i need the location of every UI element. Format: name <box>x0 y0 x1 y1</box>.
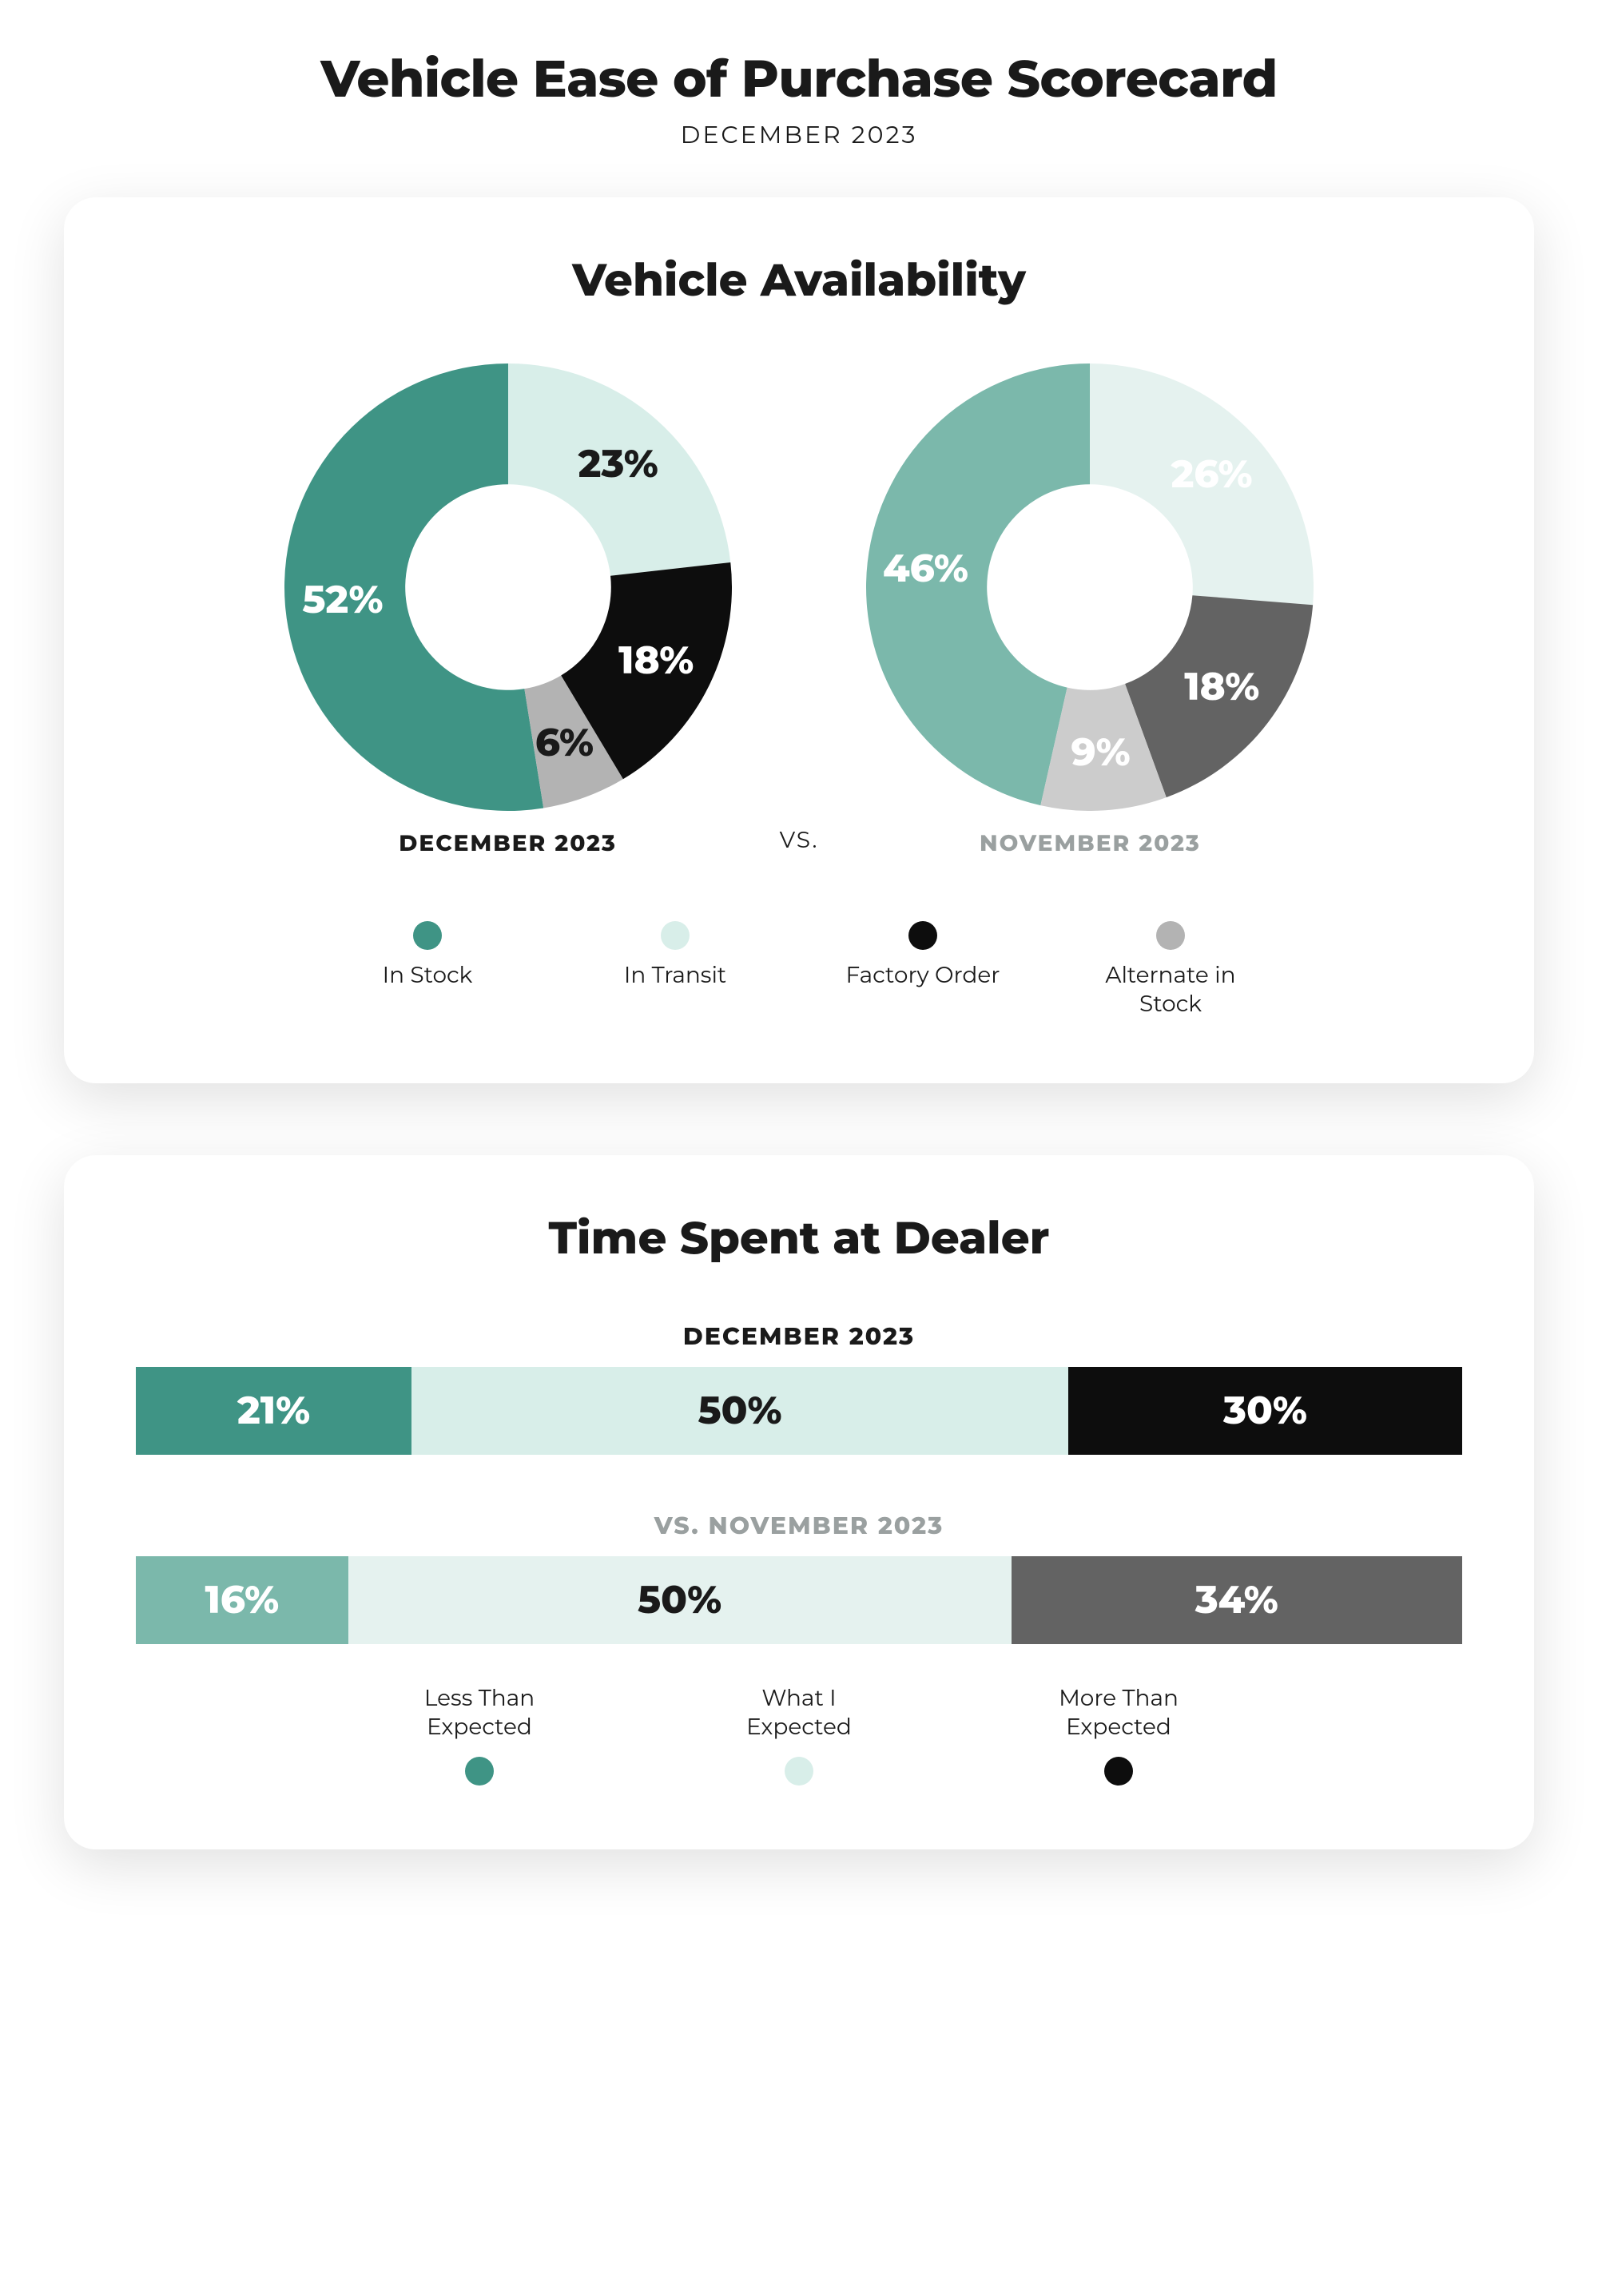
donut-slice-label: 18% <box>1184 668 1259 706</box>
timespent-dec-caption: DECEMBER 2023 <box>136 1321 1462 1351</box>
bar-segment: 34% <box>1012 1556 1462 1644</box>
donut-dec-block: 52% 23% 18% 6% DECEMBER 2023 <box>284 363 732 857</box>
donut-row: 52% 23% 18% 6% DECEMBER 2023 VS. 46% 26% 18% 9… <box>136 363 1462 857</box>
vs-label: VS. <box>780 827 819 854</box>
legend-label: More Than Expected <box>1031 1684 1206 1742</box>
donut-nov-block: 46% 26% 18% 9% NOVEMBER 2023 <box>866 363 1314 857</box>
timespent-card: Time Spent at Dealer DECEMBER 2023 21%50… <box>64 1155 1534 1849</box>
donut-slice-label: 9% <box>1071 733 1130 772</box>
bar-segment: 30% <box>1068 1367 1462 1455</box>
donut-nov-caption: NOVEMBER 2023 <box>980 830 1201 857</box>
legend-item: What I Expected <box>711 1684 887 1786</box>
legend-dot <box>1156 921 1185 950</box>
donut-slice-label: 23% <box>578 445 658 483</box>
bar-segment: 16% <box>136 1556 348 1644</box>
legend-item: In Transit <box>595 921 755 1019</box>
donut-dec: 52% 23% 18% 6% <box>284 363 732 811</box>
donut-slice-label: 46% <box>883 550 968 588</box>
legend-item: Factory Order <box>843 921 1003 1019</box>
legend-label: Less Than Expected <box>392 1684 567 1742</box>
donut-dec-caption: DECEMBER 2023 <box>399 830 617 857</box>
legend-dot <box>413 921 442 950</box>
availability-card: Vehicle Availability 52% 23% 18% 6% DECEMBE… <box>64 197 1534 1083</box>
donut-slice-label: 6% <box>535 724 594 762</box>
legend-label: Alternate in Stock <box>1091 961 1250 1019</box>
legend-dot <box>465 1757 494 1786</box>
legend-dot <box>785 1757 813 1786</box>
legend-item: In Stock <box>348 921 507 1019</box>
legend-item: Less Than Expected <box>392 1684 567 1786</box>
timespent-legend: Less Than Expected What I Expected More Th… <box>136 1684 1462 1786</box>
donut-slice-label: 26% <box>1171 455 1253 494</box>
timespent-title: Time Spent at Dealer <box>136 1211 1462 1265</box>
availability-legend: In Stock In Transit Factory Order Alternate… <box>136 921 1462 1019</box>
donut-nov: 46% 26% 18% 9% <box>866 363 1314 811</box>
legend-label: Factory Order <box>845 961 1000 990</box>
legend-dot <box>1104 1757 1133 1786</box>
stacked-bar-nov: 16%50%34% <box>136 1556 1462 1644</box>
legend-dot <box>908 921 937 950</box>
stacked-bar-dec: 21%50%30% <box>136 1367 1462 1455</box>
timespent-nov-caption: VS. NOVEMBER 2023 <box>136 1511 1462 1540</box>
bar-segment: 21% <box>136 1367 411 1455</box>
legend-item: Alternate in Stock <box>1091 921 1250 1019</box>
donut-slice-label: 52% <box>302 581 383 619</box>
legend-label: What I Expected <box>711 1684 887 1742</box>
bar-segment: 50% <box>411 1367 1068 1455</box>
availability-title: Vehicle Availability <box>136 253 1462 308</box>
legend-label: In Stock <box>383 961 473 990</box>
legend-dot <box>661 921 690 950</box>
page-subtitle: DECEMBER 2023 <box>64 120 1534 149</box>
legend-label: In Transit <box>624 961 726 990</box>
legend-item: More Than Expected <box>1031 1684 1206 1786</box>
donut-slice-label: 18% <box>618 642 694 680</box>
page-title: Vehicle Ease of Purchase Scorecard <box>64 48 1534 110</box>
bar-segment: 50% <box>348 1556 1012 1644</box>
